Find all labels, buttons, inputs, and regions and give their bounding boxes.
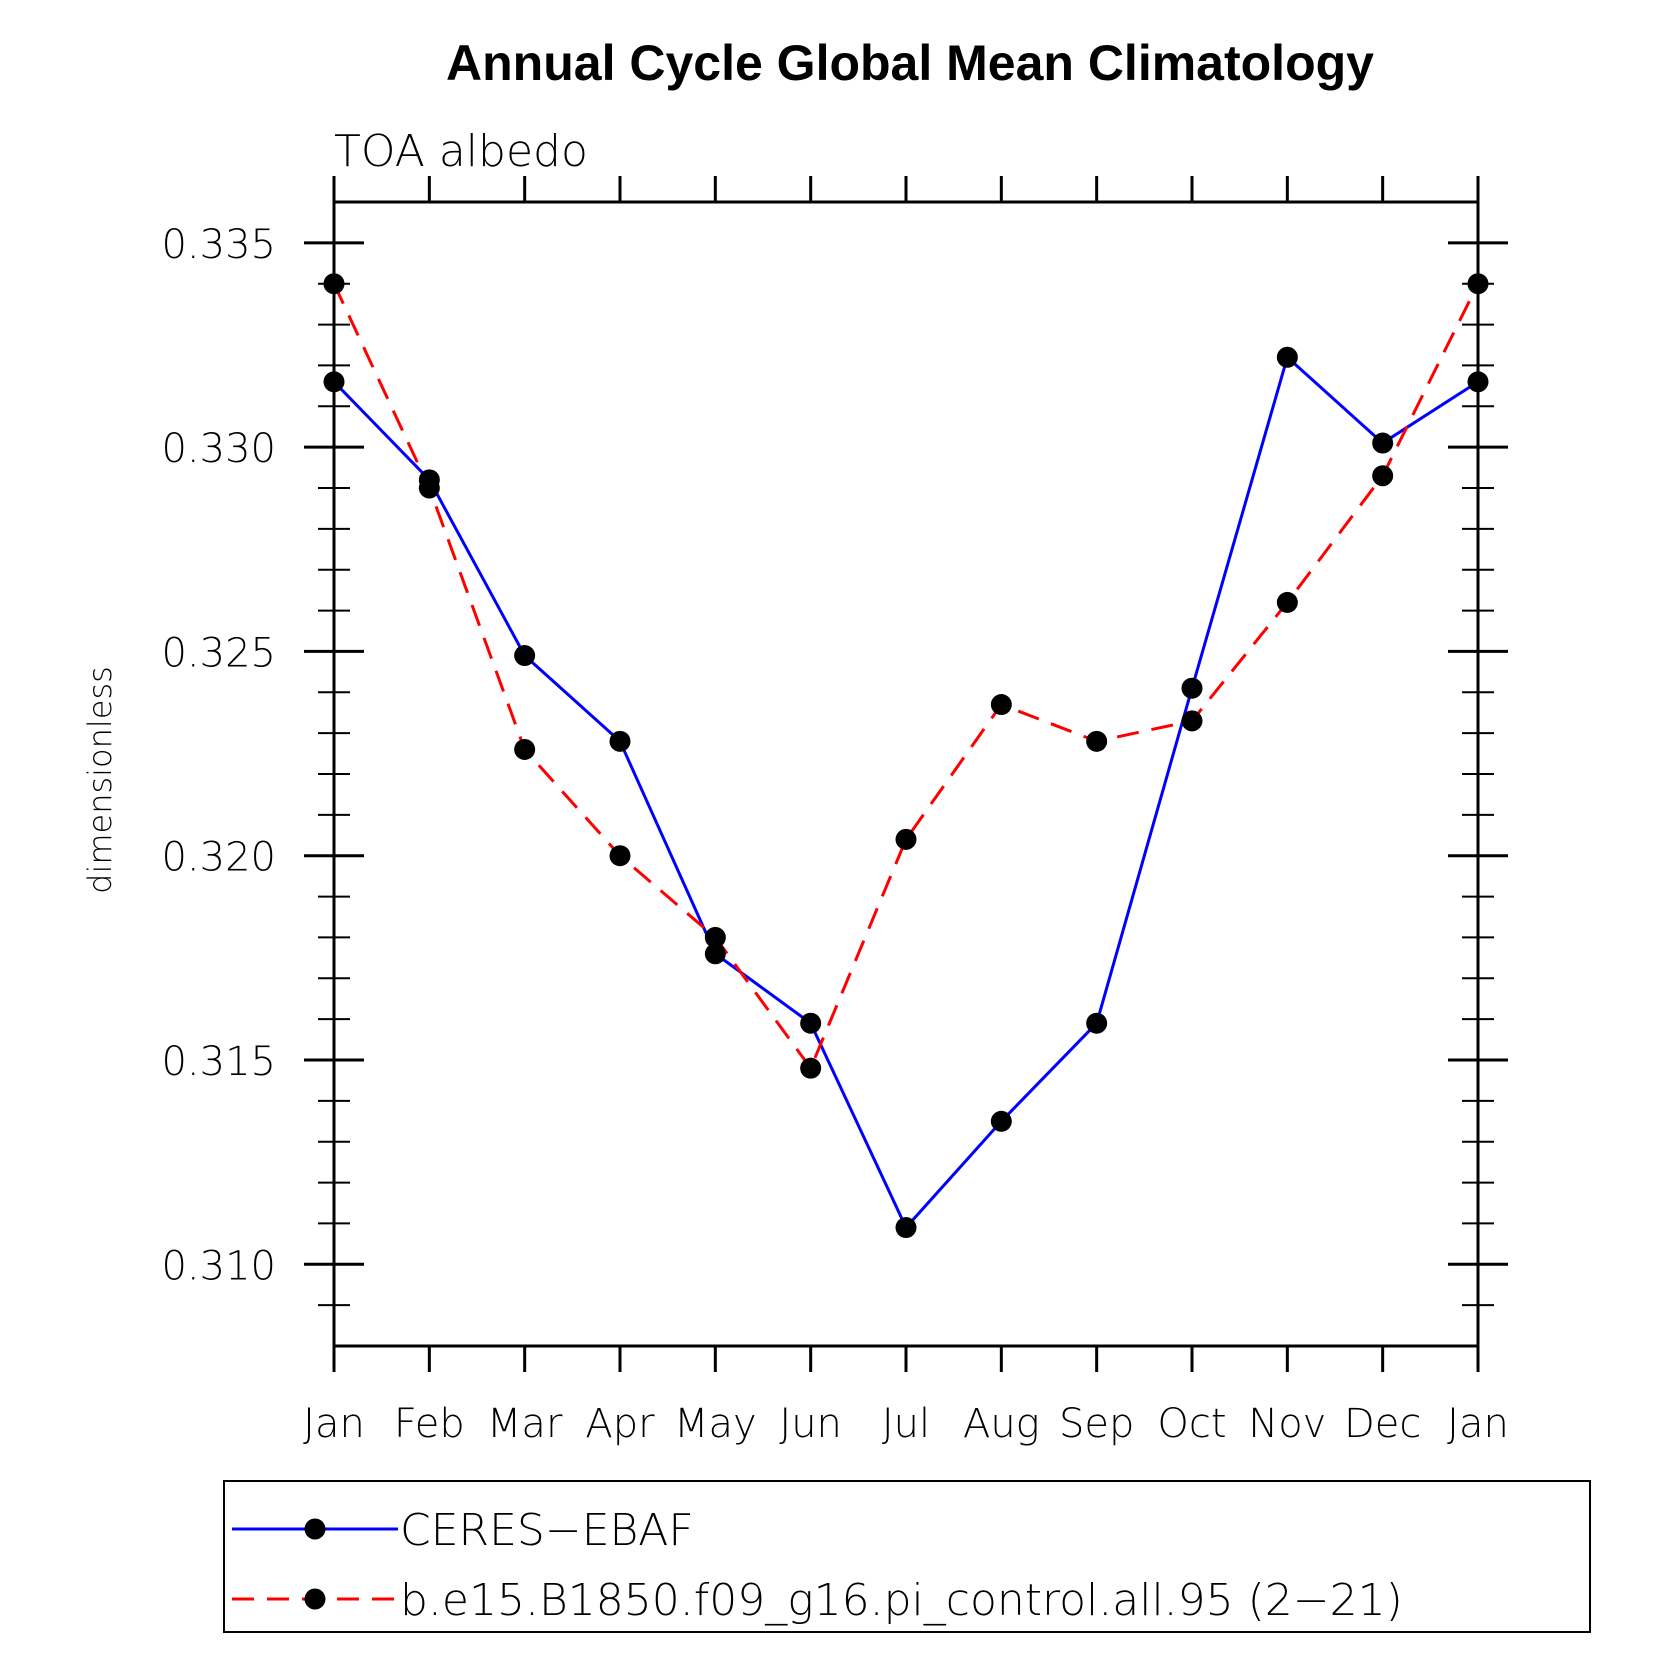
legend-marker (304, 1588, 326, 1610)
data-point-series-1 (704, 926, 726, 948)
data-point-series-1 (514, 738, 536, 760)
x-tick-label: Oct (1157, 1401, 1226, 1447)
data-point-series-1 (1467, 273, 1489, 295)
data-point-series-0 (609, 730, 631, 752)
y-tick-label: 0.335 (161, 222, 276, 268)
series-line-0 (332, 354, 1479, 1231)
data-point-series-1 (1372, 465, 1394, 487)
data-point-series-0 (1276, 346, 1298, 368)
data-point-series-1 (1086, 730, 1108, 752)
x-tick-label: May (674, 1401, 757, 1447)
y-axis-label: dimensionless (81, 666, 119, 894)
x-tick-label: Jan (303, 1401, 365, 1447)
data-point-series-0 (323, 371, 345, 393)
y-tick-label: 0.315 (161, 1039, 276, 1085)
x-tick-label: Apr (585, 1401, 655, 1447)
y-tick-label: 0.320 (161, 835, 276, 881)
data-point-series-1 (1181, 710, 1203, 732)
x-tick-label: Jun (779, 1401, 842, 1447)
data-point-series-0 (1086, 1012, 1108, 1034)
data-point-series-0 (1372, 432, 1394, 454)
x-tick-label: Feb (394, 1401, 465, 1447)
data-point-series-1 (895, 828, 917, 850)
data-point-series-0 (1467, 371, 1489, 393)
data-point-series-0 (990, 1110, 1012, 1132)
data-point-series-1 (800, 1057, 822, 1079)
chart-subtitle: TOA albedo (334, 126, 588, 177)
series-line-1 (332, 283, 1480, 1072)
legend-label: CERES−EBAF (400, 1505, 694, 1556)
x-tick-label: Aug (963, 1401, 1040, 1447)
axis-ticks (304, 176, 1508, 1372)
chart-title: Annual Cycle Global Mean Climatology (446, 35, 1374, 91)
x-tick-label: Sep (1059, 1401, 1134, 1447)
data-point-series-0 (704, 943, 726, 965)
data-point-series-1 (609, 845, 631, 867)
y-axis-tick-labels: 0.310 0.315 0.320 0.325 0.330 0.335 (161, 222, 276, 1289)
data-point-series-1 (1276, 591, 1298, 613)
data-point-series-0 (514, 645, 536, 667)
legend-box (223, 1480, 1591, 1633)
x-tick-label: Jul (882, 1401, 930, 1447)
data-point-series-1 (323, 273, 345, 295)
x-axis-tick-labels: Jan Feb Mar Apr May Jun Jul Aug Sep Oct Nov Dec Jan (303, 1401, 1509, 1447)
data-point-series-1 (418, 477, 440, 499)
x-tick-label: Nov (1248, 1401, 1326, 1447)
data-point-series-0 (800, 1012, 822, 1034)
legend: CERES−EBAF b.e15.B1850.f09_g16.pi_control… (223, 1480, 1591, 1633)
plot-series (323, 273, 1489, 1239)
x-tick-label: Mar (487, 1401, 563, 1447)
data-point-series-1 (990, 694, 1012, 716)
y-tick-label: 0.330 (161, 426, 276, 472)
x-tick-label: Jan (1447, 1401, 1509, 1447)
legend-marker (304, 1518, 326, 1540)
data-point-series-0 (1181, 677, 1203, 699)
data-point-series-0 (895, 1217, 917, 1239)
y-tick-label: 0.325 (161, 630, 276, 676)
y-tick-label: 0.310 (161, 1243, 276, 1289)
x-tick-label: Dec (1344, 1401, 1421, 1447)
legend-label: b.e15.B1850.f09_g16.pi_control.all.95 (2… (400, 1575, 1403, 1626)
